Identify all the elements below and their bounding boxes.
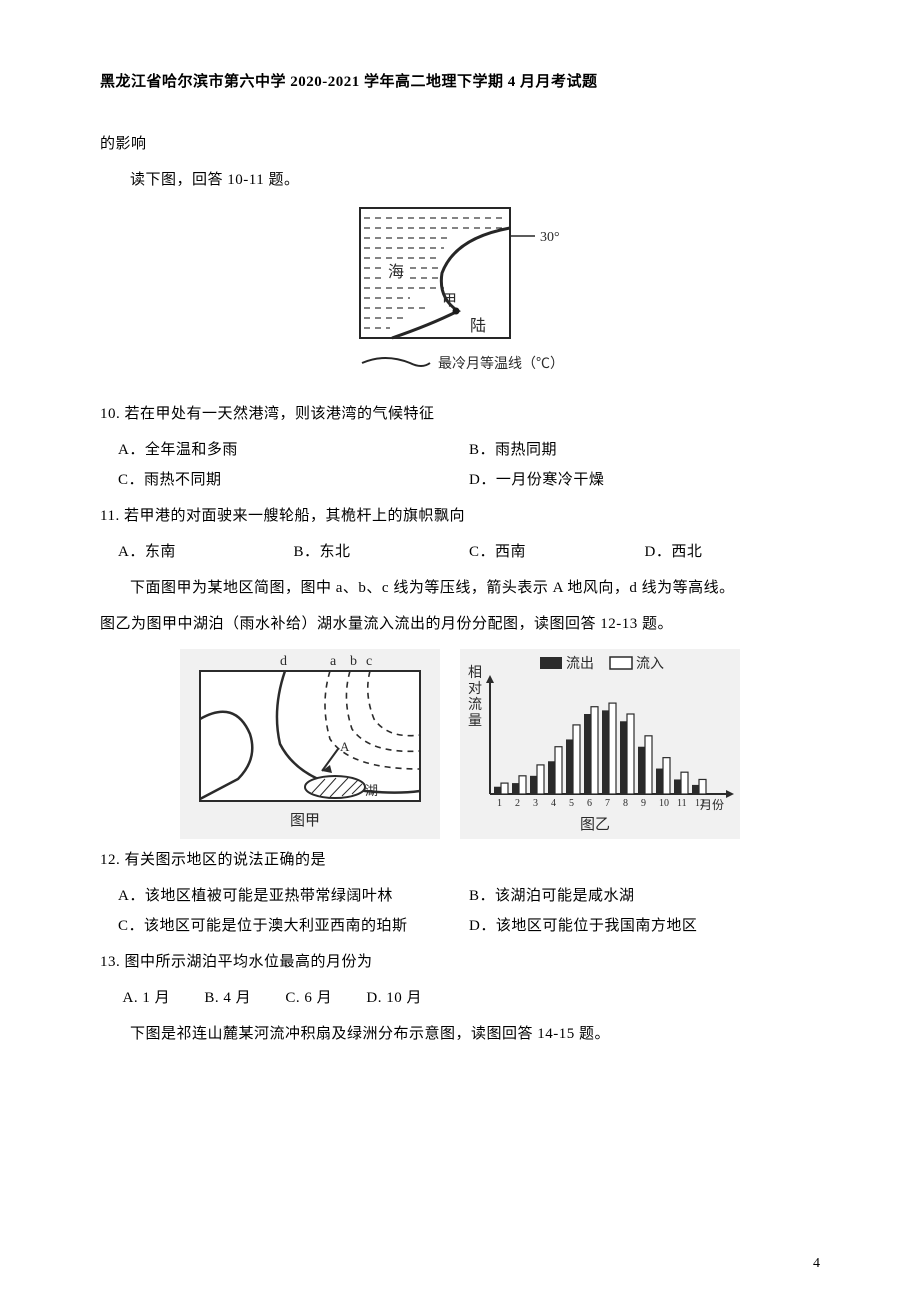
label-A: A — [340, 739, 350, 754]
fig-yi: 相 对 流 量 流出 流入 123456789101112 月份 图乙 — [460, 649, 740, 839]
q12-options: A．该地区植被可能是亚热带常绿阔叶林 B．该湖泊可能是咸水湖 C．该地区可能是位… — [100, 881, 820, 941]
q11-A: A．东南 — [118, 537, 294, 567]
label-b: b — [350, 654, 357, 669]
q11-C: C．西南 — [469, 537, 645, 567]
jia-label: 甲 — [442, 293, 457, 309]
x-suffix: 月份 — [700, 798, 724, 812]
figure-pair: d a b c A 湖 图甲 相 对 流 — [100, 649, 820, 839]
q10-stem: 10. 若在甲处有一天然港湾，则该港湾的气候特征 — [100, 399, 820, 429]
q13-A: A. 1 月 — [123, 983, 171, 1013]
svg-text:9: 9 — [641, 798, 646, 809]
q10-D: D．一月份寒冷干燥 — [469, 465, 820, 495]
label-c: c — [366, 654, 372, 669]
svg-text:8: 8 — [623, 798, 628, 809]
q11-B: B．东北 — [294, 537, 470, 567]
q10-options: A．全年温和多雨 B．雨热同期 C．雨热不同期 D．一月份寒冷干燥 — [100, 435, 820, 495]
q13-B: B. 4 月 — [204, 983, 251, 1013]
q12-D: D．该地区可能位于我国南方地区 — [469, 911, 820, 941]
q12-stem: 12. 有关图示地区的说法正确的是 — [100, 845, 820, 875]
legend-out: 流出 — [566, 656, 594, 672]
q12-A: A．该地区植被可能是亚热带常绿阔叶林 — [118, 881, 469, 911]
q12-B: B．该湖泊可能是咸水湖 — [469, 881, 820, 911]
svg-text:6: 6 — [587, 798, 592, 809]
label-d: d — [280, 654, 287, 669]
svg-text:5: 5 — [569, 798, 574, 809]
page-header: 黑龙江省哈尔滨市第六中学 2020-2021 学年高二地理下学期 4 月月考试题 — [100, 70, 820, 91]
lat-label: 30° — [540, 230, 560, 245]
fig-jia: d a b c A 湖 图甲 — [180, 649, 440, 839]
q10-A: A．全年温和多雨 — [118, 435, 469, 465]
svg-text:10: 10 — [659, 798, 669, 809]
svg-text:11: 11 — [677, 798, 687, 809]
q10-B: B．雨热同期 — [469, 435, 820, 465]
prev-tail: 的影响 — [100, 129, 820, 159]
q13-stem: 13. 图中所示湖泊平均水位最高的月份为 — [100, 947, 820, 977]
ylab-2: 对 — [468, 681, 482, 697]
svg-text:7: 7 — [605, 798, 610, 809]
q11-options: A．东南 B．东北 C．西南 D．西北 — [100, 537, 820, 567]
ylab-1: 相 — [468, 665, 482, 681]
label-a: a — [330, 654, 337, 669]
ylab-3: 流 — [468, 697, 482, 713]
fig-yi-caption: 图乙 — [580, 816, 610, 833]
legend-in: 流入 — [636, 656, 664, 672]
map-diagram: 30° 海 甲 陆 最冷月等温线（℃） — [330, 203, 590, 393]
q10-C: C．雨热不同期 — [118, 465, 469, 495]
svg-text:3: 3 — [533, 798, 538, 809]
land-label: 陆 — [470, 317, 486, 335]
svg-text:2: 2 — [515, 798, 520, 809]
sea-label: 海 — [388, 263, 404, 281]
q13-options: A. 1 月 B. 4 月 C. 6 月 D. 10 月 — [100, 983, 820, 1013]
svg-text:4: 4 — [551, 798, 556, 809]
q11-stem: 11. 若甲港的对面驶来一艘轮船，其桅杆上的旗帜飘向 — [100, 501, 820, 531]
q13-D: D. 10 月 — [366, 983, 422, 1013]
exam-page: 黑龙江省哈尔滨市第六中学 2020-2021 学年高二地理下学期 4 月月考试题… — [0, 0, 920, 1302]
instr-10-11: 读下图，回答 10-11 题。 — [100, 165, 820, 195]
intro-14-15: 下图是祁连山麓某河流冲积扇及绿洲分布示意图，读图回答 14-15 题。 — [100, 1019, 820, 1049]
intro-12-13-l2: 图乙为图甲中湖泊（雨水补给）湖水量流入流出的月份分配图，读图回答 12-13 题… — [100, 609, 820, 639]
ylab-4: 量 — [468, 713, 482, 729]
page-number: 4 — [813, 1256, 820, 1272]
q12-C: C．该地区可能是位于澳大利亚西南的珀斯 — [118, 911, 469, 941]
fig-jia-caption: 图甲 — [290, 812, 320, 829]
isotherm-legend: 最冷月等温线（℃） — [438, 355, 564, 372]
q11-D: D．西北 — [645, 537, 821, 567]
intro-12-13-l1: 下面图甲为某地区简图，图中 a、b、c 线为等压线，箭头表示 A 地风向，d 线… — [100, 573, 820, 603]
figure-1: 30° 海 甲 陆 最冷月等温线（℃） — [100, 203, 820, 393]
q13-C: C. 6 月 — [285, 983, 332, 1013]
svg-text:1: 1 — [497, 798, 502, 809]
label-hu: 湖 — [365, 783, 378, 798]
